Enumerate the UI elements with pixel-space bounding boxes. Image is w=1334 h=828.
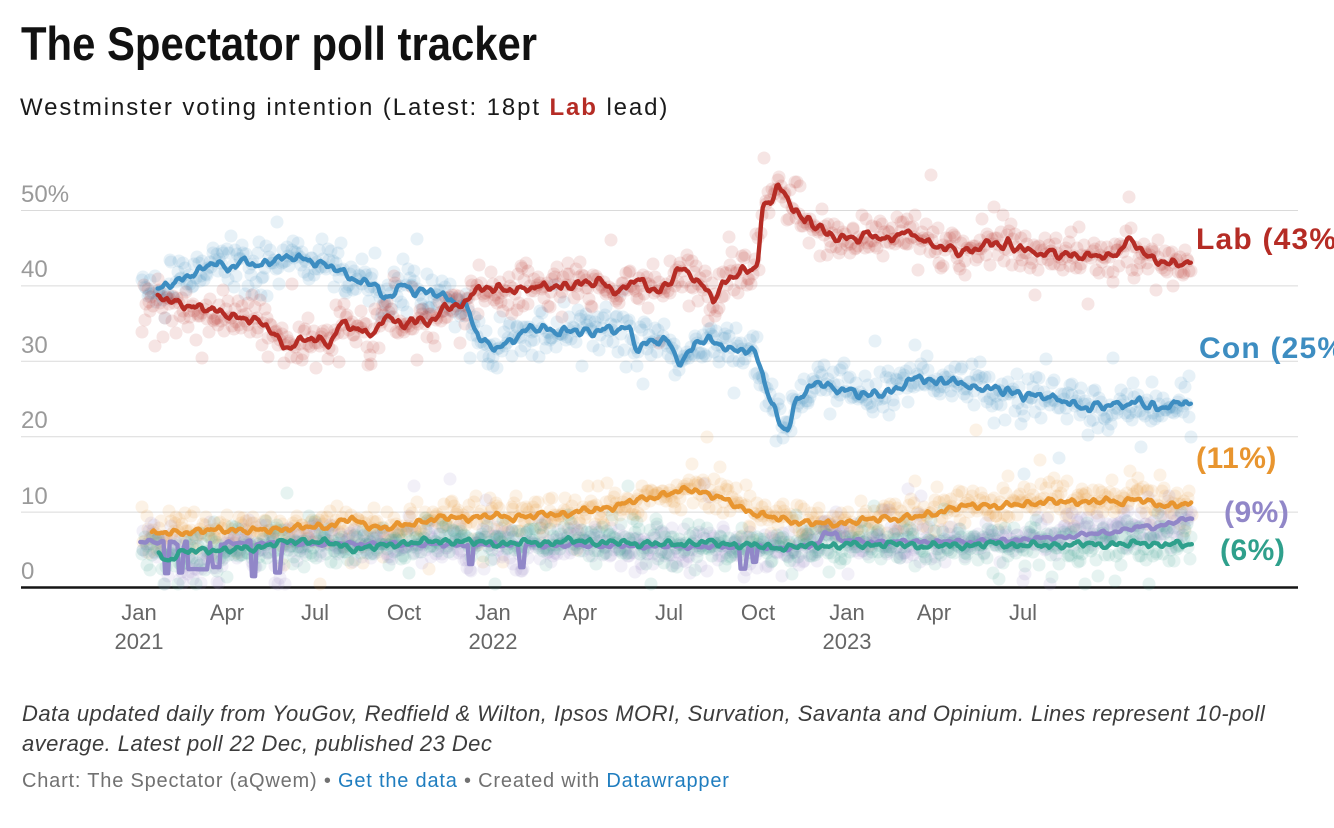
svg-text:Lab (43%): Lab (43%): [1196, 223, 1334, 256]
svg-text:Jan: Jan: [121, 600, 156, 625]
svg-text:Apr: Apr: [563, 600, 597, 625]
svg-text:0: 0: [21, 558, 34, 585]
svg-text:2022: 2022: [469, 629, 518, 654]
svg-text:Jul: Jul: [301, 600, 329, 625]
svg-text:(6%): (6%): [1220, 534, 1285, 567]
svg-text:Apr: Apr: [210, 600, 244, 625]
svg-text:40: 40: [21, 256, 48, 283]
svg-text:10: 10: [21, 483, 48, 510]
svg-text:Jul: Jul: [655, 600, 683, 625]
svg-text:2023: 2023: [823, 629, 872, 654]
svg-text:30: 30: [21, 332, 48, 359]
svg-text:Oct: Oct: [387, 600, 421, 625]
svg-text:Apr: Apr: [917, 600, 951, 625]
svg-text:Con (25%): Con (25%): [1199, 332, 1334, 365]
svg-text:Oct: Oct: [741, 600, 775, 625]
svg-text:(9%): (9%): [1224, 496, 1289, 529]
svg-text:Jan: Jan: [829, 600, 864, 625]
svg-text:(11%): (11%): [1196, 442, 1277, 475]
svg-text:Jan: Jan: [475, 600, 510, 625]
svg-text:2021: 2021: [115, 629, 164, 654]
svg-text:50%: 50%: [21, 181, 69, 208]
svg-text:Jul: Jul: [1009, 600, 1037, 625]
svg-text:20: 20: [21, 407, 48, 434]
